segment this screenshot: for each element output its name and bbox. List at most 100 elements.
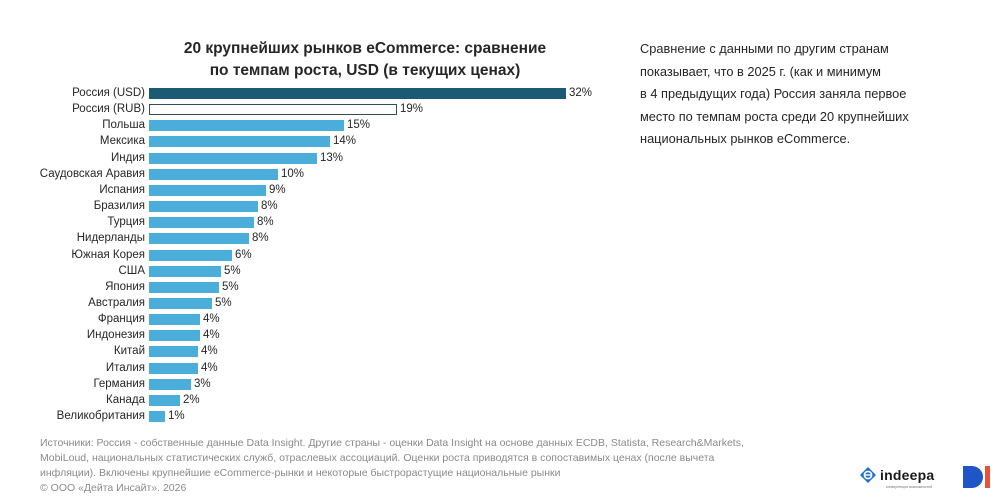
bar xyxy=(149,201,258,213)
sources-line: инфляции). Включены крупнейшие eCommerce… xyxy=(40,467,561,479)
category-label: Нидерланды xyxy=(76,232,145,245)
bar xyxy=(149,411,165,422)
category-label: Южная Корея xyxy=(71,248,145,261)
category-label: Мексика xyxy=(99,135,145,148)
sources-footer: Источники: Россия - собственные данные D… xyxy=(40,436,840,496)
bar xyxy=(149,297,212,309)
bar-row: Германия 3% xyxy=(0,377,620,393)
bar-row: Великобритания 1% xyxy=(0,409,620,425)
bar-row: Австралия 5% xyxy=(0,296,620,312)
value-label: 5% xyxy=(224,264,241,277)
bar xyxy=(149,233,249,245)
bar xyxy=(149,120,344,132)
category-label: Индонезия xyxy=(86,329,145,342)
chart-title-line-2: по темпам роста, USD (в текущих ценах) xyxy=(209,62,521,79)
category-label: Россия (USD) xyxy=(72,87,145,99)
bar-row: Россия (USD) 32% xyxy=(0,86,620,102)
category-label: Польша xyxy=(102,119,145,132)
bar-row: США 5% xyxy=(0,264,620,280)
category-label: Франция xyxy=(97,313,145,326)
commentary-line: в 4 предыдущих года) Россия заняла перво… xyxy=(640,86,907,101)
bar-row: Италия 4% xyxy=(0,361,620,377)
sources-line: Источники: Россия - собственные данные D… xyxy=(40,437,744,449)
value-label: 19% xyxy=(400,103,424,116)
category-label: Италия xyxy=(105,361,145,374)
value-label: 6% xyxy=(235,248,252,261)
bar-row: Япония 5% xyxy=(0,280,620,296)
bar-row: Польша 15% xyxy=(0,118,620,134)
value-label: 5% xyxy=(222,280,239,293)
value-label: 13% xyxy=(320,151,344,164)
bar xyxy=(149,394,180,406)
bar-row: Китай 4% xyxy=(0,344,620,360)
bar xyxy=(149,184,266,196)
bar xyxy=(149,378,191,390)
bar xyxy=(149,152,317,164)
di-logo-icon xyxy=(963,466,990,488)
sources-line: MobiLoud, национальных статистических сл… xyxy=(40,452,715,464)
value-label: 9% xyxy=(269,183,286,196)
category-label: Турция xyxy=(107,216,145,229)
category-label: Саудовская Аравия xyxy=(39,167,145,180)
value-label: 4% xyxy=(203,313,220,326)
bar-row: Турция 8% xyxy=(0,215,620,231)
bar-row: Саудовская Аравия 10% xyxy=(0,167,620,183)
indeepa-diamond-icon xyxy=(860,467,876,483)
category-label: Индия xyxy=(111,151,145,164)
commentary-line: Сравнение с данными по другим странам xyxy=(640,41,889,56)
value-label: 8% xyxy=(252,232,269,245)
bar-row: Бразилия 8% xyxy=(0,199,620,215)
value-label: 32% xyxy=(569,87,593,99)
bar xyxy=(149,314,200,326)
category-label: Япония xyxy=(105,280,145,293)
value-label: 14% xyxy=(333,135,357,148)
category-label: США xyxy=(118,264,145,277)
bar xyxy=(149,265,221,277)
category-label: Германия xyxy=(93,377,145,390)
bar xyxy=(149,217,254,229)
value-label: 8% xyxy=(261,200,278,213)
category-label: Бразилия xyxy=(93,200,145,213)
bar xyxy=(149,362,198,374)
chart-title-line-1: 20 крупнейших рынков eCommerce: сравнени… xyxy=(183,40,547,57)
category-label: Россия (RUB) xyxy=(72,103,145,116)
bar-row: Индонезия 4% xyxy=(0,328,620,344)
chart-title: 20 крупнейших рынков eCommerce: сравнени… xyxy=(130,38,600,82)
value-label: 8% xyxy=(257,216,274,229)
value-label: 2% xyxy=(183,393,200,406)
bar xyxy=(149,136,330,148)
indeepa-tagline: конвергенция возможностей xyxy=(886,485,933,489)
logos: indeepa конвергенция возможностей xyxy=(860,463,1000,493)
bar-row: Нидерланды 8% xyxy=(0,231,620,247)
category-label: Великобритания xyxy=(56,410,145,422)
value-label: 10% xyxy=(281,167,305,180)
bar-row: Испания 9% xyxy=(0,183,620,199)
commentary-line: показывает, что в 2025 г. (как и минимум xyxy=(640,63,881,79)
copyright: © ООО «Дейта Инсайт». 2026 xyxy=(40,482,187,494)
bar xyxy=(149,346,198,358)
bar xyxy=(149,168,278,180)
category-label: Канада xyxy=(106,393,145,406)
value-label: 5% xyxy=(215,296,232,309)
bar-row: Россия (RUB) 19% xyxy=(0,102,620,118)
value-label: 4% xyxy=(201,361,218,374)
bar-row: Франция 4% xyxy=(0,312,620,328)
value-label: 1% xyxy=(168,410,185,422)
commentary-line: место по темпам роста среди 20 крупнейши… xyxy=(640,108,909,124)
indeepa-wordmark: indeepa xyxy=(880,467,935,483)
category-label: Китай xyxy=(113,345,145,358)
bar xyxy=(149,281,219,293)
bar xyxy=(149,104,397,116)
bar xyxy=(149,88,566,99)
value-label: 4% xyxy=(203,329,220,342)
indeepa-logo: indeepa xyxy=(860,467,934,483)
commentary-text: Сравнение с данными по другим странам по… xyxy=(640,38,970,151)
category-label: Австралия xyxy=(88,296,145,309)
value-label: 4% xyxy=(201,345,218,358)
value-label: 15% xyxy=(347,119,371,132)
bar-row: Южная Корея 6% xyxy=(0,248,620,264)
category-label: Испания xyxy=(99,183,145,196)
commentary-line: национальных рынков eCommerce. xyxy=(640,131,851,146)
bar xyxy=(149,249,232,261)
bar-row: Мексика 14% xyxy=(0,134,620,150)
